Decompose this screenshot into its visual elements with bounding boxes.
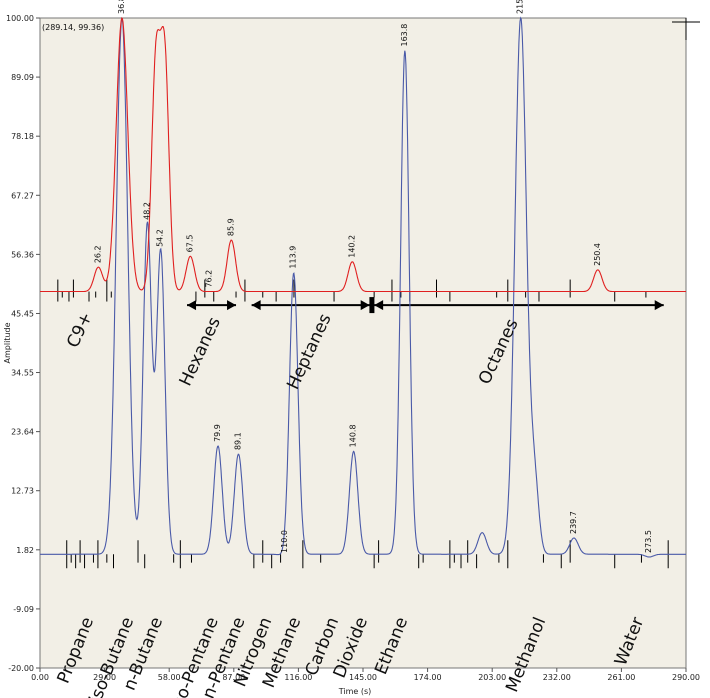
cursor-readout: (289.14, 99.36) <box>42 23 104 32</box>
x-tick-label: 116.00 <box>284 673 312 682</box>
x-tick-label: 290.00 <box>672 673 700 682</box>
y-axis-label: Amplitude <box>3 322 12 363</box>
peak-label: 67.5 <box>185 235 194 253</box>
peak-label: 85.9 <box>226 218 235 236</box>
peak-label: 48.2 <box>142 202 151 220</box>
y-tick-label: 89.09 <box>11 73 34 82</box>
peak-label: 215.8 <box>516 0 525 14</box>
x-axis-ticks: 0.00 29.00 58.00 87.00 116.00 145.00 174.00 203… <box>31 668 700 682</box>
peak-label: 79.9 <box>213 424 222 442</box>
x-tick-label: 29.00 <box>93 673 116 682</box>
crosshair-cursor[interactable] <box>672 18 700 40</box>
plot-area <box>39 17 687 669</box>
series-line-blue <box>40 16 686 558</box>
series-line-red <box>40 16 686 293</box>
peak-label: 163.8 <box>400 24 409 47</box>
x-tick-label: 203.00 <box>478 673 506 682</box>
y-axis-ticks: 100.00 89.09 78.18 67.27 56.36 45.45 34.55 23.6… <box>6 14 40 673</box>
peak-label: 239.7 <box>569 511 578 534</box>
y-tick-label: 34.55 <box>11 369 34 378</box>
range-arrowhead-left <box>251 300 261 311</box>
peak-labels: 36.8 48.2 54.2 79.9 89.1 110.0 113.9 140.8 163.8… <box>93 0 653 553</box>
x-tick-label: 174.00 <box>414 673 442 682</box>
range-divider <box>369 297 375 314</box>
peak-label: 110.0 <box>280 530 289 553</box>
range-arrowhead-right <box>227 300 237 311</box>
range-arrowhead-left <box>374 300 384 311</box>
y-tick-label: 45.45 <box>11 309 34 318</box>
y-tick-label: 67.27 <box>11 191 34 200</box>
peak-label: 54.2 <box>156 229 165 247</box>
peak-label: 250.4 <box>593 243 602 266</box>
y-tick-label: -9.09 <box>13 605 34 614</box>
peak-label: 76.2 <box>205 270 214 288</box>
x-tick-label: 58.00 <box>158 673 181 682</box>
x-tick-label: 261.00 <box>607 673 635 682</box>
y-tick-label: 100.00 <box>6 14 34 23</box>
range-arrows <box>187 297 664 314</box>
range-arrowhead-right <box>360 300 370 311</box>
y-tick-label: 78.18 <box>11 132 34 141</box>
peak-label: 89.1 <box>233 432 242 450</box>
x-tick-label: 87.00 <box>222 673 245 682</box>
x-tick-label: 232.00 <box>543 673 571 682</box>
y-tick-label: 23.64 <box>11 428 34 437</box>
y-tick-label: -20.00 <box>8 664 34 673</box>
peak-label: 36.8 <box>117 0 126 14</box>
peak-label: 140.2 <box>347 235 356 258</box>
range-arrowhead-left <box>187 300 197 311</box>
series-lines <box>40 16 686 558</box>
peak-label: 140.8 <box>349 424 358 447</box>
x-axis-label: Time (s) <box>338 687 372 696</box>
y-tick-label: 56.36 <box>11 250 34 259</box>
y-tick-label: 1.82 <box>16 546 34 555</box>
y-tick-label: 12.73 <box>11 487 34 496</box>
peak-label: 26.2 <box>93 245 102 263</box>
peak-label: 273.5 <box>644 530 653 553</box>
x-tick-label: 0.00 <box>31 673 49 682</box>
range-arrowhead-right <box>654 300 664 311</box>
peak-label: 113.9 <box>289 246 298 269</box>
x-tick-label: 145.00 <box>349 673 377 682</box>
